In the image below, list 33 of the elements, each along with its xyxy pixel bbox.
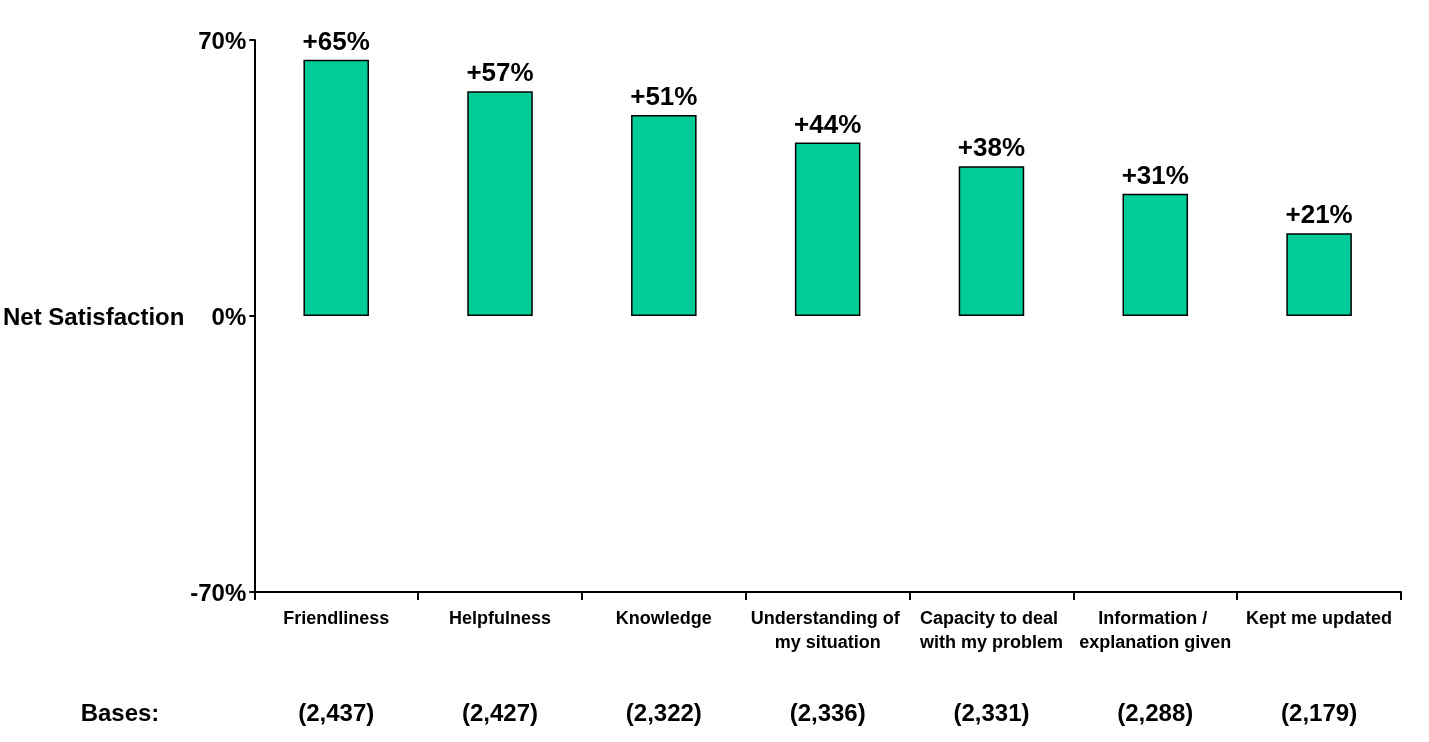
text: (2,331) [953,698,1030,726]
x-tick-label: Capacity to deal with my problem [918,608,1063,652]
data-label: +65% [302,25,370,56]
text: (2,179) [1281,698,1358,726]
text: (2,437) [298,698,375,726]
text: (2,288) [1117,698,1194,726]
x-tick-label: Friendliness [283,608,390,628]
x-tick-label: Helpfulness [449,608,552,628]
y-axis-title: Net Satisfaction [3,302,185,330]
data-label: +31% [1121,159,1189,190]
bar [1122,193,1189,316]
x-tick-label: Knowledge [615,608,712,628]
bar [794,142,861,316]
y-tick-label: -70% [190,578,247,606]
data-label: +57% [466,57,534,88]
text: (2,336) [789,698,866,726]
text: (2,427) [462,698,539,726]
bar [958,166,1025,316]
bar [467,91,533,316]
text: Bases: [80,698,160,726]
bar [303,59,369,316]
data-label: +44% [794,108,862,139]
x-tick-label: Kept me updated [1246,608,1393,628]
y-tick-label: 0% [211,302,247,330]
data-label: +51% [630,80,698,111]
bar [631,114,697,316]
x-tick-label: Understanding of my situation [750,608,905,652]
y-tick-label: 70% [198,26,247,54]
x-tick-label: Information / explanation given [1079,608,1232,652]
data-label: +38% [957,132,1026,163]
text: (2,322) [625,698,702,726]
bar [1286,233,1352,316]
data-label: +21% [1285,199,1353,230]
